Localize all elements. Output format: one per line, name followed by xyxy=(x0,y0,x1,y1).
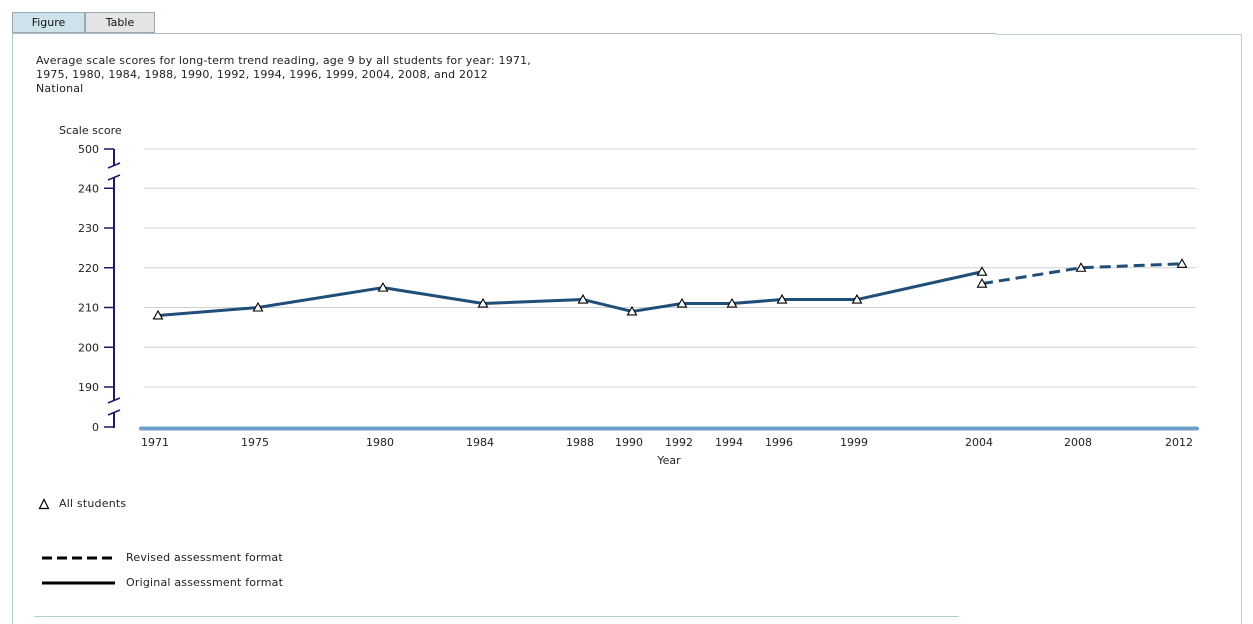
y-tick-label: 230 xyxy=(78,222,99,235)
y-axis-label: Scale score xyxy=(59,124,122,137)
x-tick-label: 2008 xyxy=(1064,436,1092,449)
gridlines xyxy=(144,148,1196,388)
y-tick-label: 210 xyxy=(78,302,99,315)
y-tick-label: 220 xyxy=(78,262,99,275)
x-axis: 1971 1975 1980 1984 1988 1990 1992 1994 1996 1999… xyxy=(139,426,1199,449)
x-tick-label: 1984 xyxy=(466,436,494,449)
legend-marker-entry: All students xyxy=(38,497,126,510)
axis-break-mark xyxy=(107,397,121,404)
data-point-marker xyxy=(976,266,988,276)
solid-line-swatch xyxy=(42,581,115,584)
x-tick-label: 1971 xyxy=(141,436,169,449)
bottom-divider xyxy=(34,616,959,617)
x-tick-label: 1990 xyxy=(615,436,643,449)
x-tick-label: 1992 xyxy=(665,436,693,449)
series-line-original xyxy=(157,270,983,317)
tab-divider xyxy=(12,33,996,34)
axis-break-mark xyxy=(107,409,121,416)
chart-title-line-1: Average scale scores for long-term trend… xyxy=(36,54,531,67)
data-point-marker xyxy=(726,297,738,308)
data-point-marker xyxy=(577,293,589,304)
y-axis: 0 190 200 210 220 230 240 500 xyxy=(78,143,121,434)
data-point-marker xyxy=(1176,258,1188,268)
x-tick-label: 1999 xyxy=(840,436,868,449)
data-point-marker xyxy=(626,305,638,316)
x-tick-label: 2004 xyxy=(965,436,993,449)
y-tick-label: 190 xyxy=(78,381,99,394)
data-point-marker xyxy=(1075,262,1087,272)
axis-break-mark xyxy=(107,174,121,181)
x-tick-label: 1988 xyxy=(566,436,594,449)
x-tick-label: 1996 xyxy=(765,436,793,449)
tab-figure[interactable]: Figure xyxy=(12,12,85,33)
frame-top-border xyxy=(996,34,1241,35)
y-tick-label: 200 xyxy=(78,341,99,354)
y-tick-label: 0 xyxy=(92,421,99,434)
chart-title-line-2: 1975, 1980, 1984, 1988, 1990, 1992, 1994… xyxy=(36,68,488,81)
data-point-marker xyxy=(776,293,788,304)
data-point-marker xyxy=(976,278,988,288)
chart-title: Average scale scores for long-term trend… xyxy=(36,54,556,96)
chart-subtitle: National xyxy=(36,82,84,95)
dashed-line-swatch xyxy=(42,556,115,559)
x-axis-label: Year xyxy=(656,454,681,467)
legend-label-all-students: All students xyxy=(59,497,127,510)
data-point-marker xyxy=(377,282,389,292)
data-point-marker xyxy=(252,301,264,312)
axis-break-mark xyxy=(107,162,121,169)
series-layer xyxy=(152,258,1188,320)
x-tick-label: 2012 xyxy=(1165,436,1193,449)
legend-solid-entry: Original assessment format xyxy=(42,576,283,589)
legend-label-original: Original assessment format xyxy=(126,576,284,589)
y-tick-label: 240 xyxy=(78,182,99,195)
legend-label-revised: Revised assessment format xyxy=(126,551,283,564)
data-point-marker xyxy=(676,297,688,308)
y-tick-label: 500 xyxy=(78,143,99,156)
figure-panel xyxy=(12,34,1242,624)
legend-dashed-entry: Revised assessment format xyxy=(42,551,283,564)
triangle-marker-icon xyxy=(38,497,50,509)
data-point-marker xyxy=(152,309,164,320)
tab-table[interactable]: Table xyxy=(85,12,155,33)
data-point-marker xyxy=(851,293,863,304)
x-tick-label: 1980 xyxy=(366,436,394,449)
x-tick-label: 1975 xyxy=(241,436,269,449)
x-tick-label: 1994 xyxy=(715,436,743,449)
data-point-marker xyxy=(477,297,489,308)
